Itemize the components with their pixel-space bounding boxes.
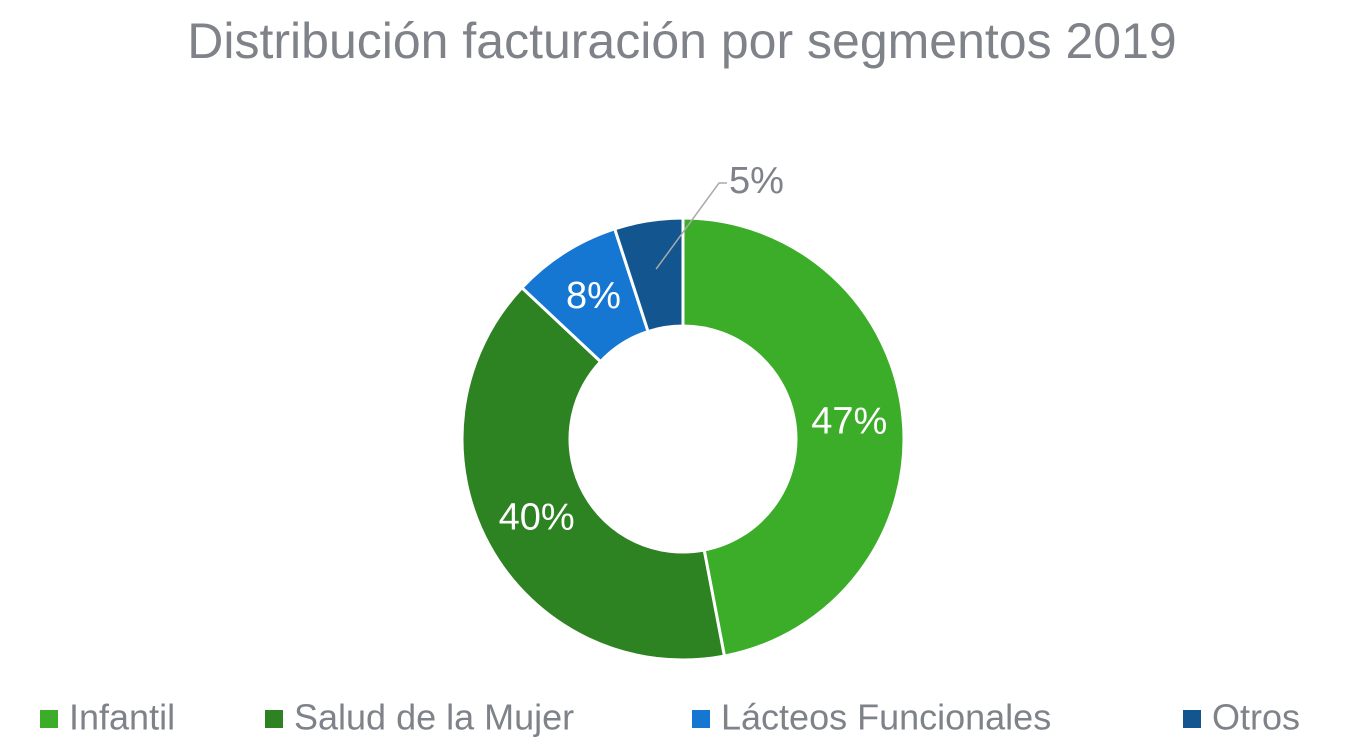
donut-slice — [612, 216, 685, 334]
chart-title: Distribución facturación por segmentos 2… — [187, 13, 1177, 69]
legend-swatch — [40, 710, 58, 728]
legend-label: Infantil — [69, 697, 175, 738]
donut-slice — [460, 285, 727, 662]
data-label: 5% — [729, 160, 784, 202]
legend-label: Otros — [1212, 697, 1300, 738]
data-label: 8% — [566, 275, 621, 317]
legend-swatch — [692, 710, 710, 728]
donut-slice — [681, 216, 906, 658]
legend-label: Salud de la Mujer — [294, 697, 574, 738]
data-label: 47% — [811, 400, 887, 442]
legend-label: Lácteos Funcionales — [721, 697, 1051, 738]
legend-swatch — [265, 710, 283, 728]
legend-swatch — [1183, 710, 1201, 728]
leader-line — [655, 182, 727, 270]
data-label: 40% — [499, 496, 575, 538]
